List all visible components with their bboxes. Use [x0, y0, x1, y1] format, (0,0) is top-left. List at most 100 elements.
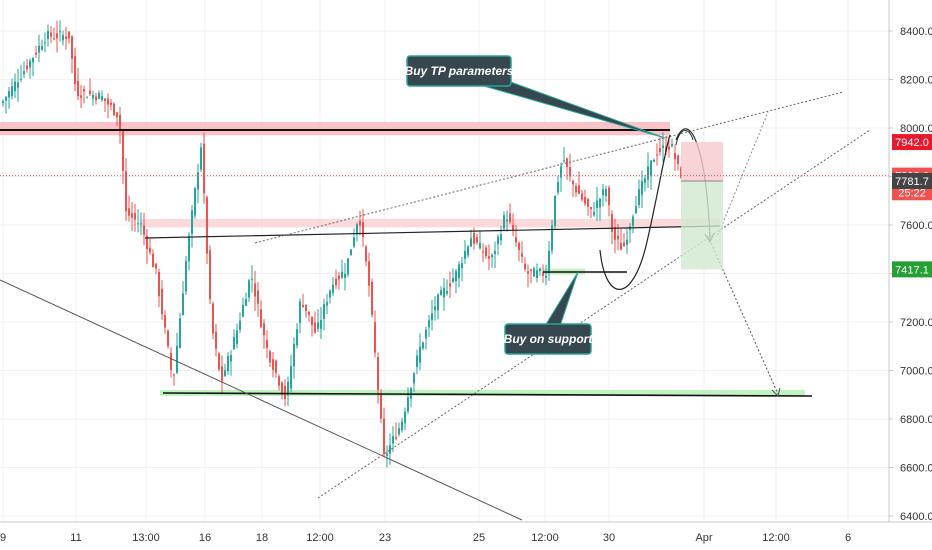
candle-body: [515, 237, 517, 243]
candle-body: [242, 304, 244, 317]
candle-body: [365, 246, 367, 262]
candle-body: [440, 290, 442, 295]
candle-body: [500, 234, 502, 241]
candle-body: [476, 237, 478, 243]
candle-body: [2, 100, 4, 104]
candle-body: [404, 411, 406, 424]
candle-body: [464, 251, 466, 259]
x-tick-label: 12:00: [531, 532, 559, 544]
resistance-zone: [0, 121, 670, 136]
curved-path-support: [599, 134, 671, 290]
candle-body: [416, 355, 418, 367]
candle-body: [14, 81, 16, 92]
candle-body: [341, 271, 343, 278]
candle-body: [572, 181, 574, 185]
candle-body: [677, 155, 679, 164]
candle-body: [485, 247, 487, 257]
candles: [2, 20, 682, 468]
y-tick-label: 7200.0: [900, 317, 932, 329]
dotted-up-line: [717, 111, 769, 236]
candle-body: [308, 311, 310, 315]
candle-body: [530, 269, 532, 271]
candle-body: [230, 355, 232, 362]
candle-body: [113, 103, 115, 116]
candle-body: [143, 225, 145, 235]
candle-body: [437, 294, 439, 311]
candle-body: [332, 284, 334, 293]
candle-body: [311, 316, 313, 326]
candle-body: [479, 242, 481, 249]
candle-body: [233, 337, 235, 350]
candle-body: [374, 322, 376, 353]
candle-body: [287, 381, 289, 396]
candle-body: [305, 304, 307, 311]
candle-body: [239, 320, 241, 330]
candle-body: [539, 268, 541, 272]
x-tick-label: 23: [379, 532, 391, 544]
candle-body: [557, 182, 559, 193]
candle-body: [215, 331, 217, 349]
candle-body: [68, 31, 70, 39]
candle-body: [428, 320, 430, 328]
candle-body: [299, 301, 301, 324]
callout-buy-support: Buy on support: [504, 271, 593, 355]
x-tick-label: 16: [199, 532, 211, 544]
candle-body: [56, 33, 58, 39]
y-tick-label: 7600.0: [900, 220, 932, 232]
candle-body: [104, 98, 106, 102]
candle-body: [569, 167, 571, 177]
candle-body: [335, 278, 337, 286]
wedge-lower-line: [317, 129, 871, 499]
candle-body: [542, 272, 544, 276]
candle-body: [659, 148, 661, 152]
candle-body: [179, 318, 181, 349]
x-tick-label: 18: [256, 532, 268, 544]
candle-body: [203, 143, 205, 194]
candle-body: [149, 247, 151, 253]
candle-body: [596, 200, 598, 209]
candle-body: [491, 254, 493, 258]
candle-body: [359, 220, 361, 226]
candle-body: [350, 249, 352, 256]
price-badge-label: 7942.0: [895, 137, 929, 149]
candle-body: [23, 71, 25, 75]
candle-body: [653, 159, 655, 162]
candle-body: [200, 147, 202, 170]
candle-body: [527, 271, 529, 274]
candle-body: [161, 288, 163, 315]
y-tick-label: 6600.0: [900, 463, 932, 475]
candle-body: [119, 114, 121, 131]
x-tick-label: 6: [845, 532, 851, 544]
candle-body: [218, 353, 220, 370]
candle-body: [269, 351, 271, 363]
candle-body: [380, 393, 382, 419]
x-tick-label: 25: [473, 532, 485, 544]
candle-body: [251, 279, 253, 281]
candle-body: [362, 222, 364, 238]
candle-body: [209, 250, 211, 300]
candle-body: [275, 360, 277, 373]
candle-body: [611, 214, 613, 232]
candle-body: [452, 278, 454, 282]
candle-body: [110, 102, 112, 105]
y-tick-label: 8400.0: [900, 26, 932, 38]
candle-body: [353, 237, 355, 247]
candle-body: [575, 185, 577, 193]
candle-body: [467, 246, 469, 256]
candle-body: [257, 290, 259, 304]
x-tick-label: 13:00: [132, 532, 160, 544]
candle-body: [386, 453, 388, 456]
candle-body: [155, 263, 157, 269]
candle-body: [497, 236, 499, 245]
candle-body: [170, 352, 172, 370]
candle-body: [32, 57, 34, 63]
candle-body: [197, 172, 199, 190]
candle-body: [524, 263, 526, 270]
candle-body: [137, 223, 139, 225]
candle-body: [425, 329, 427, 339]
y-tick-label: 8200.0: [900, 75, 932, 87]
candle-body: [608, 187, 610, 206]
candle-body: [284, 385, 286, 399]
